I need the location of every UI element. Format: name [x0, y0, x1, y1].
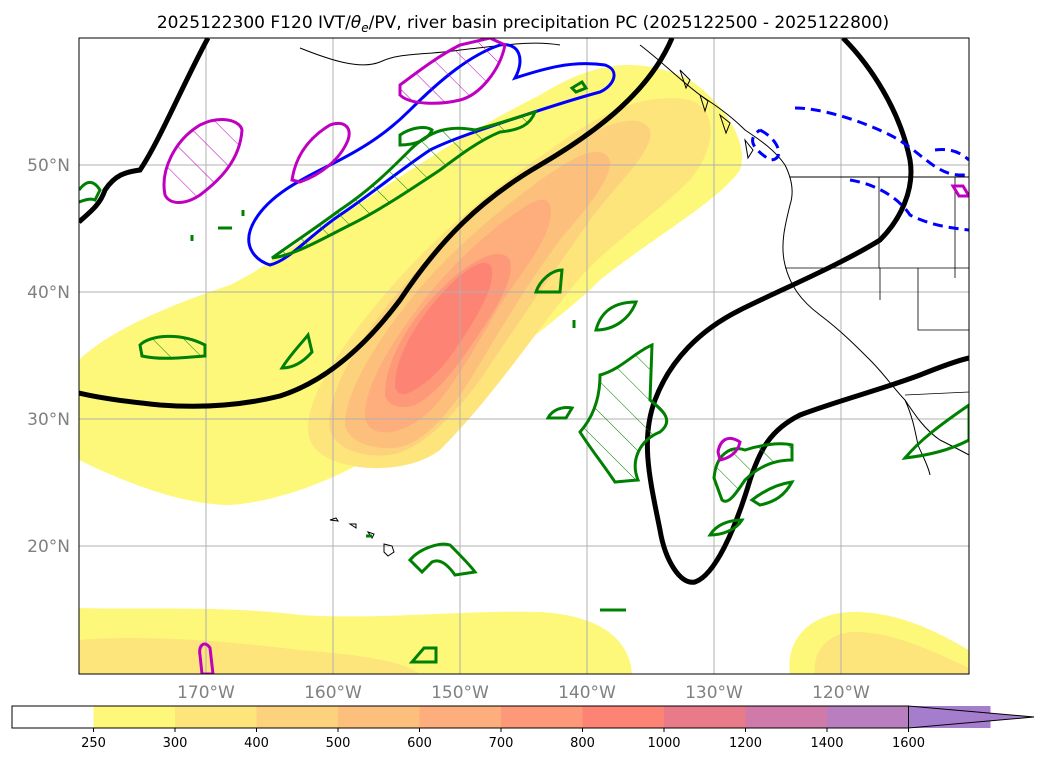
- pv-contours: [79, 38, 969, 674]
- colorbar-swatch: [12, 706, 94, 728]
- us-mexico-border: [904, 391, 969, 396]
- green-pv-central: [578, 342, 669, 484]
- ivt-300-south-fill: [79, 638, 420, 674]
- alaska-coast: [299, 42, 561, 66]
- colorbar-tick-label: 250: [81, 736, 106, 751]
- green-pv-east-small: [707, 480, 795, 537]
- lat-label: 30°N: [27, 410, 70, 430]
- magenta-pv-west-2: [290, 122, 351, 184]
- green-pv-southeast: [901, 403, 969, 460]
- green-pv-hawaii: [407, 542, 478, 577]
- theta-e-main-contour: [79, 38, 675, 409]
- lon-label: 150°W: [431, 683, 489, 703]
- theta-e-west-contour: [79, 38, 211, 224]
- colorbar-swatch: [664, 706, 746, 728]
- green-pv-west: [138, 334, 207, 360]
- colorbar-swatch: [93, 706, 176, 728]
- colorbar-swatch: [745, 706, 828, 728]
- colorbar-swatch: [175, 706, 257, 728]
- colorbar-tick-label: 1600: [892, 736, 925, 751]
- green-pv-small-1: [279, 331, 314, 370]
- magenta-pv-east: [716, 436, 742, 462]
- colorbar-tick-label: 1200: [729, 736, 762, 751]
- map-frame: [78, 37, 970, 675]
- magenta-pv-west-1: [162, 118, 244, 204]
- green-pv-small-3: [594, 300, 639, 332]
- colorbar-swatch: [501, 706, 583, 728]
- lon-label: 160°W: [304, 683, 362, 703]
- ivt-800-fill: [395, 262, 493, 395]
- green-pv-tiny: [190, 210, 576, 538]
- magenta-pv-far-east: [950, 184, 969, 198]
- colorbar-tick-label: 1400: [810, 736, 843, 751]
- north-america-coast: [639, 44, 969, 456]
- magenta-pv-north: [398, 38, 507, 105]
- magenta-pv-south: [198, 642, 215, 674]
- colorbar-tick-label: 1000: [647, 736, 680, 751]
- green-pv-east: [712, 442, 794, 503]
- theta-e-east-contour: [644, 38, 969, 585]
- green-pv-west-edge: [79, 181, 102, 204]
- colorbar-frame: [11, 705, 909, 729]
- colorbar-tick-label: 700: [489, 736, 514, 751]
- coastlines: [299, 42, 969, 557]
- green-pv-small-4: [545, 406, 575, 420]
- ivt-300-southeast-fill: [814, 631, 969, 674]
- blue-pv-dashed-contour: [751, 106, 969, 232]
- colorbar-tick-label: 400: [244, 736, 269, 751]
- green-pv-north: [271, 109, 538, 260]
- lon-label: 140°W: [558, 683, 616, 703]
- canada-islands: [679, 69, 754, 160]
- colorbar-tick-label: 500: [326, 736, 351, 751]
- colorbar-swatch: [419, 706, 502, 728]
- green-pv-south: [408, 608, 626, 664]
- lon-label: 130°W: [685, 683, 743, 703]
- colorbar-tick-label: 800: [570, 736, 595, 751]
- figure-title: 2025122300 F120 IVT/θe/PV, river basin p…: [157, 13, 889, 35]
- green-pv-north-small: [398, 79, 589, 147]
- lon-labels: 170°W 160°W 150°W 140°W 130°W 120°W: [177, 683, 870, 703]
- colorbar-tick-label: 300: [163, 736, 188, 751]
- colorbar: 250 300 400 500 600 700 800 1000 1200 1400 1600: [11, 705, 1035, 751]
- map-area: [79, 38, 969, 674]
- green-pv-small-2: [533, 268, 564, 294]
- colorbar-swatch: [338, 706, 420, 728]
- colorbar-swatch: [256, 706, 339, 728]
- lat-label: 20°N: [27, 537, 70, 557]
- colorbar-tick-label: 600: [407, 736, 432, 751]
- lon-label: 170°W: [177, 683, 235, 703]
- hawaii-islands: [329, 517, 395, 557]
- theta-e-contours: [79, 38, 969, 585]
- lat-label: 50°N: [27, 156, 70, 176]
- lat-label: 40°N: [27, 283, 70, 303]
- lat-labels: 50°N 40°N 30°N 20°N: [27, 156, 70, 557]
- colorbar-swatch: [827, 706, 909, 728]
- colorbar-swatch: [582, 706, 665, 728]
- lon-label: 120°W: [812, 683, 870, 703]
